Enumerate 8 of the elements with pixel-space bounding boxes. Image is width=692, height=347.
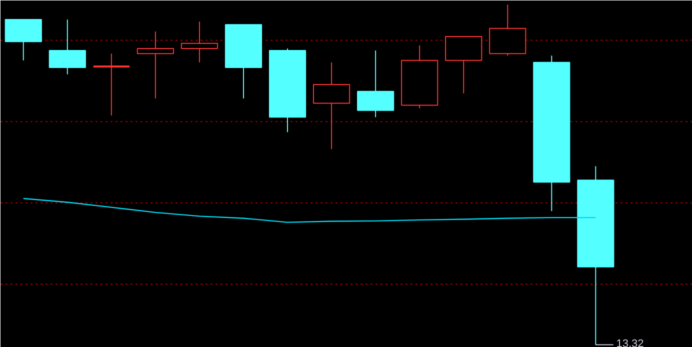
candlestick xyxy=(577,166,614,346)
candlestick xyxy=(136,30,174,99)
candlestick xyxy=(312,62,350,150)
candlestick xyxy=(180,21,218,63)
candlestick xyxy=(533,55,570,212)
candlestick xyxy=(48,19,86,75)
candlestick xyxy=(92,53,130,116)
annotation: 13.32 xyxy=(616,338,644,347)
